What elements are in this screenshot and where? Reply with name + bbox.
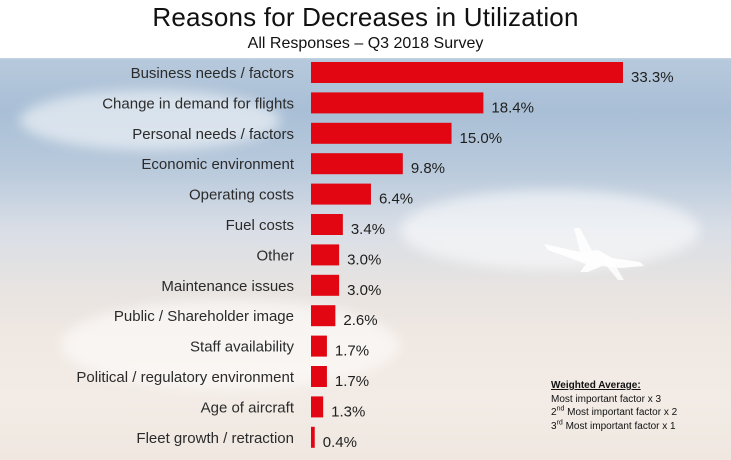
bar xyxy=(311,122,452,144)
note-line-1: Most important factor x 3 xyxy=(551,393,662,405)
bar xyxy=(311,92,484,114)
value-label: 1.3% xyxy=(331,403,365,420)
bar xyxy=(311,274,340,296)
note-line-3: 3rd Most important factor x 1 xyxy=(551,419,676,432)
bar xyxy=(311,335,327,357)
value-label: 2.6% xyxy=(343,312,377,329)
category-label: Staff availability xyxy=(190,339,294,356)
chart-subtitle: All Responses – Q3 2018 Survey xyxy=(247,35,484,52)
value-label: 1.7% xyxy=(335,343,369,360)
bar xyxy=(311,214,343,235)
category-label: Maintenance issues xyxy=(161,278,294,295)
category-label: Operating costs xyxy=(189,187,294,204)
category-label: Business needs / factors xyxy=(131,65,294,82)
category-label: Age of aircraft xyxy=(201,399,295,416)
category-label: Economic environment xyxy=(141,156,294,173)
value-label: 18.4% xyxy=(491,99,534,116)
category-label: Public / Shareholder image xyxy=(114,308,294,325)
note-heading: Weighted Average: xyxy=(551,380,641,391)
value-label: 3.4% xyxy=(351,221,385,238)
bars-layer: Business needs / factors 33.3% Change in d… xyxy=(76,62,674,451)
category-label: Change in demand for flights xyxy=(102,95,294,112)
cloud-decoration xyxy=(20,90,280,150)
bar xyxy=(311,305,336,327)
bar xyxy=(311,244,340,266)
category-label: Political / regulatory environment xyxy=(76,369,294,386)
chart-title: Reasons for Decreases in Utilization xyxy=(152,2,579,32)
value-label: 33.3% xyxy=(631,69,674,86)
value-label: 0.4% xyxy=(323,434,357,451)
bar xyxy=(311,153,403,175)
cloud-decoration xyxy=(60,300,400,390)
category-label: Fuel costs xyxy=(226,217,294,234)
value-label: 15.0% xyxy=(460,130,503,147)
cloud-decoration xyxy=(400,190,700,270)
value-label: 9.8% xyxy=(411,160,445,177)
value-label: 3.0% xyxy=(347,282,381,299)
bar xyxy=(311,366,327,387)
category-label: Fleet growth / retraction xyxy=(136,430,294,447)
title-band xyxy=(0,0,731,58)
value-label: 6.4% xyxy=(379,191,413,208)
jet-airplane-icon xyxy=(544,228,644,280)
bar xyxy=(311,396,324,418)
bar xyxy=(311,426,315,448)
bar xyxy=(311,62,623,83)
value-label: 1.7% xyxy=(335,373,369,390)
weighted-average-note: Weighted Average: Most important factor … xyxy=(551,379,726,433)
category-label: Other xyxy=(256,247,294,264)
note-line-2: 2nd Most important factor x 2 xyxy=(551,405,678,418)
value-label: 3.0% xyxy=(347,251,381,268)
bar xyxy=(311,183,371,205)
category-label: Personal needs / factors xyxy=(132,126,294,143)
